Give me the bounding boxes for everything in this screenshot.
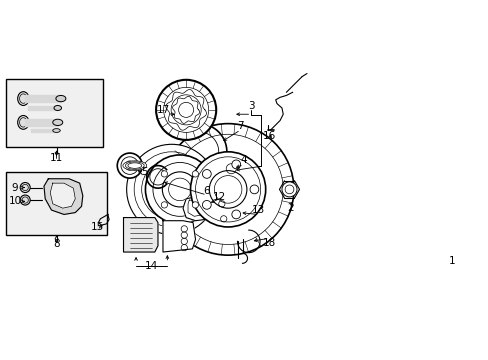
Ellipse shape [125, 162, 144, 169]
Text: 2: 2 [287, 203, 293, 213]
Text: 3: 3 [247, 101, 254, 111]
Text: 5: 5 [141, 167, 147, 177]
Ellipse shape [53, 119, 62, 126]
Circle shape [163, 87, 208, 132]
Text: 14: 14 [145, 261, 158, 271]
Polygon shape [25, 95, 61, 102]
Ellipse shape [122, 161, 146, 170]
Ellipse shape [18, 116, 29, 129]
Text: 4: 4 [240, 155, 246, 165]
Circle shape [190, 152, 265, 227]
Polygon shape [31, 129, 57, 132]
Text: 16: 16 [262, 131, 276, 141]
Circle shape [171, 95, 201, 125]
Text: 6: 6 [203, 186, 210, 195]
Ellipse shape [117, 153, 142, 178]
Circle shape [134, 152, 209, 227]
Text: 17: 17 [156, 105, 169, 115]
Polygon shape [123, 217, 158, 252]
Ellipse shape [18, 92, 29, 105]
Text: 7: 7 [237, 121, 244, 131]
Circle shape [156, 80, 216, 140]
Polygon shape [50, 183, 75, 208]
Text: 15: 15 [90, 222, 103, 232]
Text: 1: 1 [448, 256, 455, 266]
Ellipse shape [20, 183, 30, 193]
Circle shape [126, 144, 216, 234]
Polygon shape [28, 106, 58, 110]
Circle shape [156, 174, 187, 205]
Polygon shape [25, 119, 58, 126]
Circle shape [162, 172, 197, 207]
Bar [6, 78, 103, 148]
Ellipse shape [56, 95, 66, 102]
Ellipse shape [53, 129, 60, 132]
Polygon shape [163, 221, 195, 252]
Circle shape [162, 123, 293, 255]
Text: 11: 11 [50, 153, 63, 163]
Circle shape [192, 202, 198, 208]
Ellipse shape [20, 195, 30, 205]
Circle shape [231, 160, 240, 169]
Circle shape [178, 102, 193, 117]
Circle shape [142, 159, 202, 220]
Polygon shape [44, 179, 82, 215]
Text: 9: 9 [12, 183, 19, 193]
Polygon shape [183, 198, 207, 221]
Text: 10: 10 [9, 196, 21, 206]
Text: 18: 18 [262, 238, 276, 248]
Circle shape [192, 171, 198, 177]
Text: 13: 13 [251, 205, 264, 215]
Circle shape [161, 171, 167, 177]
Circle shape [231, 210, 240, 219]
Bar [6, 172, 106, 235]
Circle shape [145, 155, 214, 224]
Text: 8: 8 [53, 239, 60, 249]
Ellipse shape [128, 163, 142, 168]
Ellipse shape [54, 105, 61, 111]
Circle shape [209, 171, 246, 208]
Circle shape [282, 182, 296, 197]
Circle shape [202, 170, 211, 178]
Text: 12: 12 [212, 192, 225, 202]
Circle shape [161, 202, 167, 208]
Circle shape [202, 201, 211, 209]
Circle shape [249, 185, 258, 194]
